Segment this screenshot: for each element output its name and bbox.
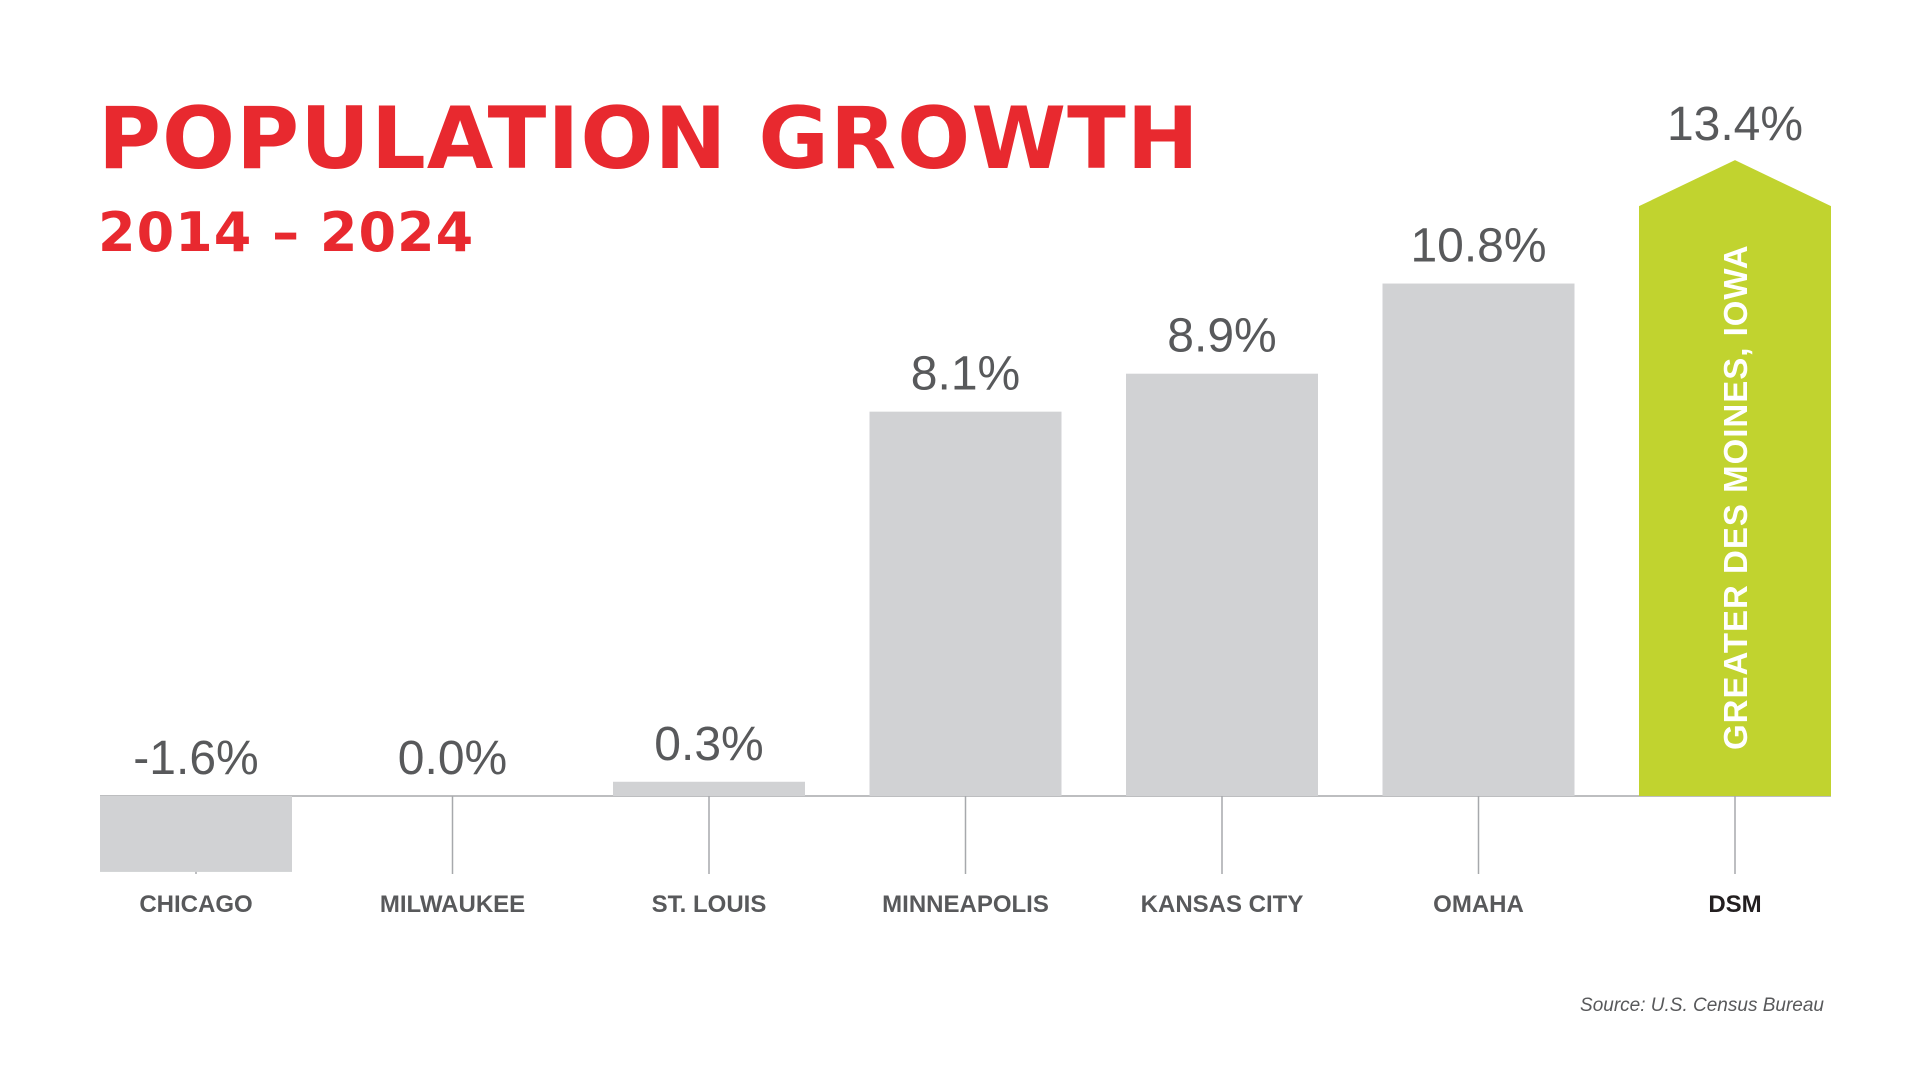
value-label: -1.6% [133,732,258,785]
bar [100,796,292,872]
value-label: 13.4% [1667,98,1803,151]
category-label: OMAHA [1433,891,1524,918]
value-label: 0.3% [654,718,763,771]
category-label: ST. LOUIS [652,891,767,918]
value-label: 8.1% [911,348,1020,401]
value-label: 0.0% [398,732,507,785]
category-label: DSM [1708,891,1761,918]
chart-title: POPULATION GROWTH [98,89,1200,189]
bar [1126,373,1318,796]
highlight-arrow-bar [1639,160,1831,797]
value-label: 8.9% [1167,310,1276,363]
bar [869,411,1062,796]
category-label: MILWAUKEE [380,891,525,918]
bar [613,781,805,796]
highlight-bar-label: GREATER DES MOINES, IOWA [1717,244,1754,750]
chart-subtitle: 2014 – 2024 [98,201,475,264]
category-label: CHICAGO [139,891,252,918]
source-note: Source: U.S. Census Bureau [1580,995,1824,1016]
category-label: KANSAS CITY [1141,891,1304,918]
bar [1382,283,1575,796]
value-label: 10.8% [1410,220,1546,273]
category-label: MINNEAPOLIS [882,891,1049,918]
